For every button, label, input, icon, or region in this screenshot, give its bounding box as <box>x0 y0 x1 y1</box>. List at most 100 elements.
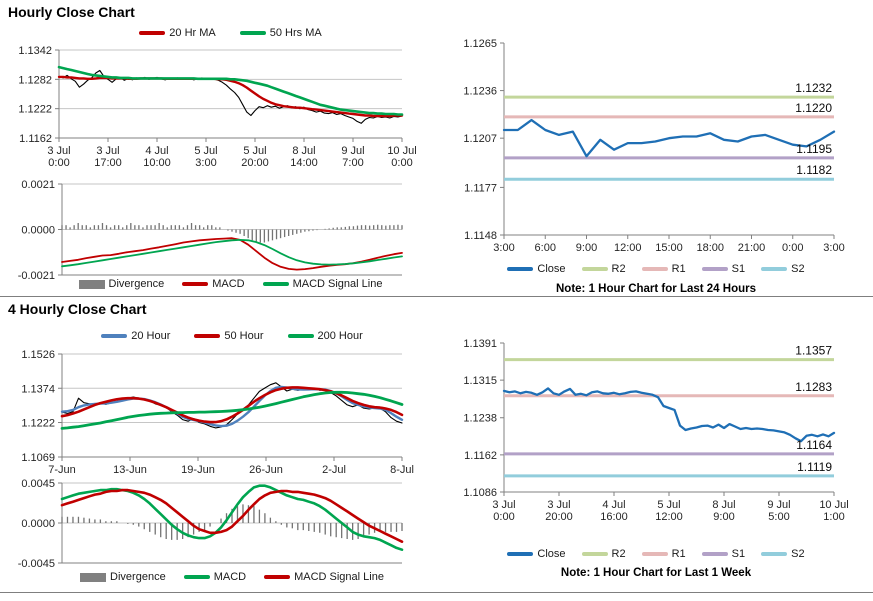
daily-pivot-note: Note: 1 Hour Chart for Last 24 Hours <box>556 283 756 295</box>
bar-swatch-icon <box>80 572 107 582</box>
svg-text:4 Jul: 4 Jul <box>602 499 625 511</box>
svg-text:0:00: 0:00 <box>391 157 412 169</box>
legend-label: S1 <box>731 263 746 275</box>
svg-text:1.1374: 1.1374 <box>21 383 55 395</box>
svg-text:19-Jun: 19-Jun <box>181 464 215 476</box>
legend-label: Close <box>537 548 566 560</box>
legend-item-s1: S1 <box>701 263 746 275</box>
svg-text:1.1164: 1.1164 <box>796 438 832 452</box>
svg-text:1.1177: 1.1177 <box>464 182 497 194</box>
svg-text:1.1207: 1.1207 <box>463 133 497 145</box>
svg-text:8-Jul: 8-Jul <box>390 464 414 476</box>
hourly-section-title: Hourly Close Chart <box>8 4 135 20</box>
svg-text:1.1342: 1.1342 <box>18 45 52 57</box>
bar-swatch-icon <box>78 279 105 289</box>
legend-item-close: Close <box>507 263 566 275</box>
svg-text:0.0045: 0.0045 <box>21 478 55 490</box>
svg-text:18:00: 18:00 <box>696 242 724 254</box>
svg-text:1.1236: 1.1236 <box>463 86 497 98</box>
svg-text:20:00: 20:00 <box>241 157 269 169</box>
svg-text:12:00: 12:00 <box>655 511 683 523</box>
svg-text:10 Jul: 10 Jul <box>387 145 416 157</box>
svg-text:17:00: 17:00 <box>94 157 122 169</box>
svg-text:1.1222: 1.1222 <box>18 104 52 116</box>
svg-text:16:00: 16:00 <box>600 511 628 523</box>
svg-text:3:00: 3:00 <box>195 157 216 169</box>
legend-item-r2: R2 <box>581 548 626 560</box>
legend-item-20hr-ma: 20 Hr MA <box>139 27 216 39</box>
line-swatch-icon <box>581 552 608 556</box>
svg-text:9 Jul: 9 Jul <box>767 499 790 511</box>
four-hourly-price-legend: 20 Hour 50 Hour 200 Hour <box>62 330 402 342</box>
hourly-price-legend: 20 Hr MA 50 Hrs MA <box>59 27 402 39</box>
svg-text:9:00: 9:00 <box>576 242 597 254</box>
legend-item-s2: S2 <box>761 263 805 275</box>
svg-text:1.1182: 1.1182 <box>796 163 832 177</box>
svg-text:1.1195: 1.1195 <box>796 142 832 156</box>
svg-text:1.1391: 1.1391 <box>463 338 497 350</box>
svg-text:3 Jul: 3 Jul <box>96 145 119 157</box>
svg-text:-0.0021: -0.0021 <box>18 270 55 282</box>
legend-item-divergence: Divergence <box>78 278 165 290</box>
svg-text:3 Jul: 3 Jul <box>492 499 515 511</box>
line-swatch-icon <box>183 575 210 579</box>
svg-text:9 Jul: 9 Jul <box>341 145 364 157</box>
legend-item-macd-signal: MACD Signal Line <box>262 278 383 290</box>
svg-text:1.1283: 1.1283 <box>795 380 832 394</box>
legend-label: 20 Hour <box>131 330 171 342</box>
legend-label: 50 Hrs MA <box>269 27 322 39</box>
svg-text:1.1357: 1.1357 <box>795 344 832 358</box>
svg-text:3:00: 3:00 <box>493 242 514 254</box>
svg-text:8 Jul: 8 Jul <box>712 499 735 511</box>
legend-item-20hour: 20 Hour <box>101 330 170 342</box>
svg-text:0.0000: 0.0000 <box>21 225 55 237</box>
legend-label: R2 <box>611 263 626 275</box>
legend-label: MACD <box>212 278 245 290</box>
legend-label: MACD Signal Line <box>292 278 383 290</box>
legend-label: Divergence <box>110 571 166 583</box>
line-swatch-icon <box>701 267 728 271</box>
legend-label: 50 Hour <box>224 330 264 342</box>
svg-text:13-Jun: 13-Jun <box>113 464 147 476</box>
line-swatch-icon <box>101 334 128 338</box>
four-hourly-section-title: 4 Hourly Close Chart <box>8 301 147 317</box>
line-swatch-icon <box>507 267 534 271</box>
svg-text:6:00: 6:00 <box>535 242 556 254</box>
svg-text:1.1086: 1.1086 <box>463 487 497 499</box>
line-swatch-icon <box>581 267 608 271</box>
svg-text:0.0021: 0.0021 <box>21 179 55 191</box>
svg-text:1:00: 1:00 <box>823 511 844 523</box>
svg-text:1.1265: 1.1265 <box>463 38 497 50</box>
svg-text:10:00: 10:00 <box>143 157 171 169</box>
svg-text:8 Jul: 8 Jul <box>292 145 315 157</box>
svg-text:9:00: 9:00 <box>713 511 734 523</box>
svg-text:-0.0045: -0.0045 <box>18 558 55 570</box>
weekly-pivot-note: Note: 1 Hour Chart for Last 1 Week <box>560 567 752 579</box>
legend-item-divergence: Divergence <box>80 571 166 583</box>
svg-text:2-Jul: 2-Jul <box>322 464 346 476</box>
svg-text:1.1162: 1.1162 <box>19 133 52 145</box>
line-swatch-icon <box>182 282 209 286</box>
legend-label: S1 <box>731 548 746 560</box>
legend-item-r2: R2 <box>581 263 626 275</box>
svg-text:1.1162: 1.1162 <box>464 450 497 462</box>
legend-item-r1: R1 <box>641 548 686 560</box>
legend-label: MACD <box>213 571 247 583</box>
svg-text:1.1282: 1.1282 <box>18 74 52 86</box>
legend-label: Divergence <box>108 278 165 290</box>
legend-label: S2 <box>791 548 805 560</box>
legend-label: Close <box>537 263 566 275</box>
daily-pivot-legend: Close R2 R1 S1 S2 <box>440 263 872 275</box>
legend-label: R1 <box>671 263 686 275</box>
hourly-macd-legend: Divergence MACD MACD Signal Line <box>59 278 402 290</box>
legend-item-macd: MACD <box>183 571 247 583</box>
legend-item-50hour: 50 Hour <box>194 330 264 342</box>
svg-text:3:00: 3:00 <box>823 242 844 254</box>
svg-text:1.1232: 1.1232 <box>795 81 832 95</box>
line-swatch-icon <box>641 552 668 556</box>
